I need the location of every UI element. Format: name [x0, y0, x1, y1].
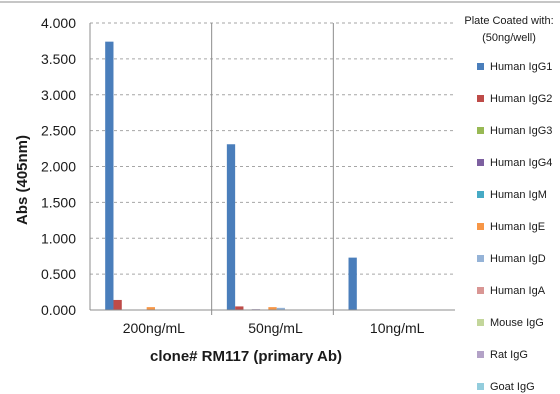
y-tick-label: 2.000 [41, 159, 76, 175]
legend-entry-label: Rat IgG [490, 349, 528, 361]
legend-swatch [477, 383, 484, 390]
x-tick-label: 50ng/mL [248, 320, 303, 336]
legend-entry-label: Human IgA [490, 285, 546, 297]
y-tick-label: 3.000 [41, 87, 76, 103]
tick-labels: 0.000 0.500 1.000 1.500 2.000 2.500 3.000 3.500… [41, 15, 425, 336]
bar [226, 144, 236, 310]
bars [105, 41, 357, 310]
legend-entry-label: Human IgG2 [490, 93, 552, 105]
legend-swatch [477, 127, 484, 134]
legend-entry-label: Mouse IgG [490, 317, 544, 329]
y-tick-label: 0.500 [41, 266, 76, 282]
y-tick-label: 3.500 [41, 51, 76, 67]
legend-title-line-2: (50ng/well) [482, 32, 536, 44]
legend-swatch [477, 223, 484, 230]
x-tick-label: 10ng/mL [370, 320, 425, 336]
y-tick-label: 0.000 [41, 302, 76, 318]
legend-entry-label: Human IgG1 [490, 61, 552, 73]
bar [113, 299, 122, 310]
legend-swatch [477, 191, 484, 198]
legend-entry-label: Human IgG4 [490, 157, 552, 169]
legend-entry-label: Human IgG3 [490, 125, 552, 137]
grid-lines [90, 22, 455, 275]
bar [146, 307, 155, 310]
legend: Plate Coated with: (50ng/well) Human IgG… [464, 15, 553, 393]
legend-entry-label: Goat IgG [490, 381, 535, 393]
y-tick-label: 4.000 [41, 15, 76, 31]
bar [105, 41, 114, 310]
x-tick-label: 200ng/mL [123, 320, 185, 336]
legend-swatch [477, 319, 484, 326]
bar [276, 307, 285, 310]
x-axis-title: clone# RM117 (primary Ab) [150, 348, 342, 365]
legend-entry-label: Human IgD [490, 253, 546, 265]
legend-swatch [477, 159, 484, 166]
legend-swatch [477, 351, 484, 358]
y-axis-title: Abs (405nm) [14, 135, 31, 225]
legend-swatch [477, 63, 484, 70]
y-tick-label: 2.500 [41, 123, 76, 139]
bar [268, 307, 277, 310]
legend-swatch [477, 287, 484, 294]
legend-swatch [477, 95, 484, 102]
y-tick-label: 1.500 [41, 194, 76, 210]
y-tick-label: 1.000 [41, 230, 76, 246]
legend-title-line-1: Plate Coated with: [464, 15, 553, 27]
bar [348, 257, 357, 310]
axes [89, 23, 455, 315]
legend-entry-label: Human IgM [490, 189, 547, 201]
bar [235, 306, 244, 310]
legend-swatch [477, 255, 484, 262]
legend-entry-label: Human IgE [490, 221, 545, 233]
